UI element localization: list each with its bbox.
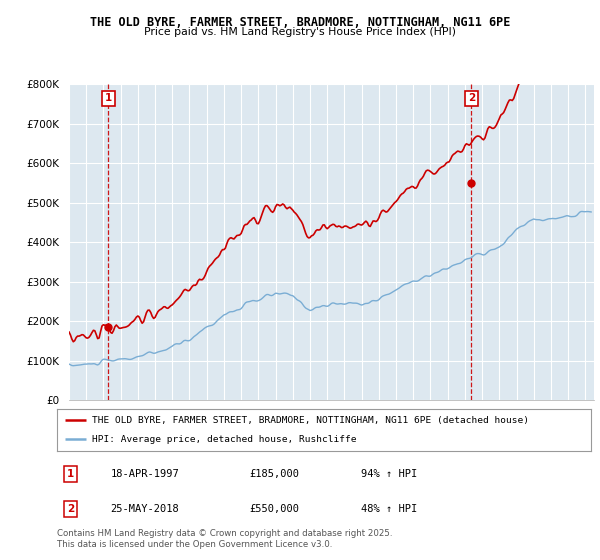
Text: HPI: Average price, detached house, Rushcliffe: HPI: Average price, detached house, Rush… bbox=[92, 435, 356, 444]
Text: Price paid vs. HM Land Registry's House Price Index (HPI): Price paid vs. HM Land Registry's House … bbox=[144, 27, 456, 37]
Text: 2: 2 bbox=[67, 504, 74, 514]
Text: 25-MAY-2018: 25-MAY-2018 bbox=[110, 504, 179, 514]
Text: THE OLD BYRE, FARMER STREET, BRADMORE, NOTTINGHAM, NG11 6PE (detached house): THE OLD BYRE, FARMER STREET, BRADMORE, N… bbox=[92, 416, 529, 424]
Text: THE OLD BYRE, FARMER STREET, BRADMORE, NOTTINGHAM, NG11 6PE: THE OLD BYRE, FARMER STREET, BRADMORE, N… bbox=[90, 16, 510, 29]
Text: £550,000: £550,000 bbox=[249, 504, 299, 514]
Text: 1: 1 bbox=[105, 93, 112, 103]
Text: 48% ↑ HPI: 48% ↑ HPI bbox=[361, 504, 418, 514]
Text: Contains HM Land Registry data © Crown copyright and database right 2025.
This d: Contains HM Land Registry data © Crown c… bbox=[57, 529, 392, 549]
Text: £185,000: £185,000 bbox=[249, 469, 299, 479]
Text: 2: 2 bbox=[468, 93, 475, 103]
Text: 94% ↑ HPI: 94% ↑ HPI bbox=[361, 469, 418, 479]
Text: 1: 1 bbox=[67, 469, 74, 479]
Text: 18-APR-1997: 18-APR-1997 bbox=[110, 469, 179, 479]
